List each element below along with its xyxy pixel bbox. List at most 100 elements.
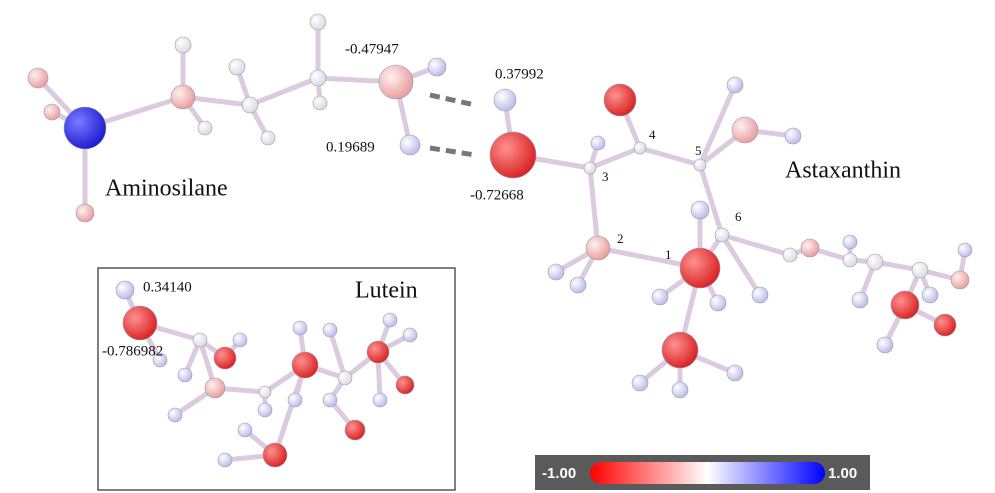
diagram: Aminosilane -0.47947 0.19689 Astaxanthin… (0, 0, 995, 493)
atom (292, 352, 318, 378)
atom (548, 264, 564, 280)
atom (877, 337, 893, 353)
atom (261, 131, 275, 145)
bond (700, 165, 722, 235)
atom-number: 4 (649, 127, 656, 142)
atom (632, 375, 648, 391)
atom (958, 243, 972, 257)
atom-number: 1 (665, 247, 672, 262)
atom (951, 271, 969, 289)
atom (123, 306, 157, 340)
molecule-name: Lutein (355, 278, 418, 304)
bond (250, 78, 318, 105)
atom (680, 248, 720, 288)
atom (400, 135, 420, 155)
atom (214, 347, 236, 369)
atom (634, 142, 646, 154)
atom (373, 393, 387, 407)
atom (293, 321, 307, 335)
atom (691, 201, 709, 219)
atom (64, 107, 106, 149)
atom (727, 365, 743, 381)
hydrogen-bond (430, 95, 475, 105)
molecule-name: Astaxanthin (785, 158, 901, 184)
atom (752, 287, 768, 303)
color-bar (590, 462, 825, 484)
atom (367, 341, 389, 363)
atom (732, 117, 758, 143)
atom (867, 254, 883, 270)
atom (205, 378, 225, 398)
atom (76, 204, 94, 222)
bond (330, 330, 345, 378)
charge-label: -0.72668 (470, 187, 524, 203)
atom (396, 376, 414, 394)
atom (323, 323, 337, 337)
atom (242, 97, 258, 113)
atom (852, 292, 868, 308)
atom (662, 332, 698, 368)
atom (193, 333, 207, 347)
atom (652, 289, 668, 305)
atom (258, 403, 272, 417)
charge-label: -0.47947 (345, 41, 399, 57)
atom (310, 14, 326, 30)
atom (727, 77, 743, 93)
atom (178, 368, 192, 382)
color-bar-max: 1.00 (828, 465, 857, 482)
atom (168, 408, 182, 422)
atom (570, 277, 586, 293)
charge-label: -0.786982 (102, 343, 163, 359)
color-bar-min: -1.00 (542, 465, 576, 482)
atom (586, 236, 610, 260)
atom (323, 393, 337, 407)
atom-number: 3 (602, 169, 609, 184)
atom (428, 58, 446, 76)
atom (175, 37, 191, 53)
charge-label: 0.37992 (495, 66, 544, 82)
charge-label: 0.19689 (326, 139, 375, 155)
atom (591, 136, 605, 150)
atom (259, 386, 271, 398)
atom (843, 253, 857, 267)
atom (229, 59, 245, 75)
atom (338, 371, 352, 385)
atom (28, 68, 48, 88)
atom (843, 235, 857, 249)
atom (288, 393, 302, 407)
atom (584, 162, 596, 174)
atom (710, 295, 726, 311)
molecule-name: Aminosilane (105, 176, 228, 202)
atom-number: 5 (695, 143, 702, 158)
atom (345, 420, 365, 440)
charge-label: 0.34140 (143, 279, 192, 295)
atom (934, 314, 956, 336)
atom (715, 228, 729, 242)
atom (490, 132, 536, 178)
atom (383, 313, 397, 327)
atom (403, 328, 417, 342)
atom (783, 248, 797, 262)
atom-number: 2 (617, 231, 624, 246)
atom (801, 239, 819, 257)
hydrogen-bond (430, 148, 475, 155)
atom (238, 423, 252, 437)
atom (44, 104, 60, 120)
atom (171, 85, 195, 109)
atom (310, 70, 326, 86)
atom (785, 128, 801, 144)
atom (922, 287, 938, 303)
atom (313, 96, 327, 110)
atom (198, 121, 212, 135)
atom-number: 6 (735, 209, 742, 224)
atom (116, 281, 134, 299)
bond (640, 148, 700, 165)
atom (694, 159, 706, 171)
atom (233, 333, 247, 347)
atom (672, 382, 688, 398)
atom (912, 262, 928, 278)
atom (604, 84, 636, 116)
atom (891, 291, 919, 319)
atom (263, 443, 287, 467)
atom (218, 453, 232, 467)
